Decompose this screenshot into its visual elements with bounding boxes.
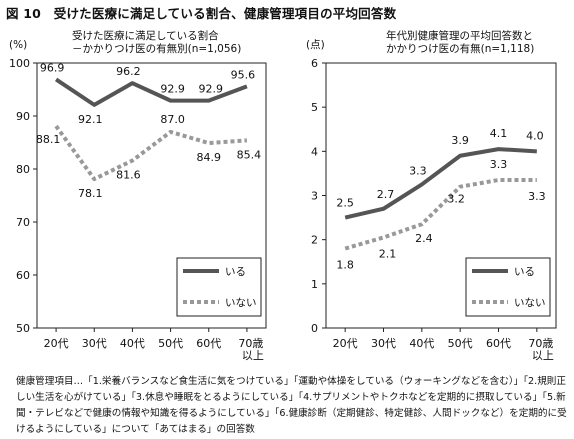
data-label: 3.3 [409,164,427,177]
series-line-inai [344,178,537,251]
series-line-iru [54,77,248,107]
data-label: 81.6 [116,169,141,182]
x-tick-label: 30代 [371,337,396,350]
x-tick-label: 20代 [44,337,69,350]
y-tick-label: 6 [311,57,318,70]
data-label: 92.9 [160,83,185,96]
data-label: 88.1 [36,133,61,146]
caption: 健康管理項目…「1.栄養バランスなど食生活に気をつけている」「運動や体操をしてい… [16,376,567,435]
data-label: 4.0 [526,129,544,142]
y-tick-label: 80 [16,163,30,176]
legend-label: いない [514,297,546,309]
data-label: 2.5 [336,197,354,210]
y-tick-label: 3 [311,190,318,203]
data-label: 78.1 [78,187,103,200]
chart-subtitle: かかりつけ医の有無(n=1,118) [386,42,534,55]
x-tick-label: 40代 [409,337,434,350]
data-label: 2.4 [415,232,433,245]
data-label: 96.9 [40,61,65,74]
data-label: 84.9 [197,151,222,164]
data-label: 2.1 [379,247,397,260]
figure-title: 図 10 受けた医療に満足している割合、健康管理項目の平均回答数 [6,6,397,21]
x-tick-label: 40代 [120,337,145,350]
x-tick-label: 70歳以上 [238,337,264,362]
y-tick-label: 50 [16,322,30,335]
data-label: 3.2 [447,193,465,206]
y-tick-label: 5 [311,101,318,114]
y-axis-label: (点) [306,39,325,51]
chart-1: 受けた医療に満足している割合－かかりつけ医の有無別(n=1,056) (%) 50 6… [9,29,267,362]
data-label: 3.3 [490,158,508,171]
y-axis-label: (%) [9,39,27,51]
data-label: 92.9 [199,83,224,96]
y-tick-label: 1 [311,278,318,291]
y-tick-label: 0 [311,322,318,335]
data-label: 95.6 [231,68,256,81]
chart-title: 受けた医療に満足している割合 [72,29,219,42]
legend-box [176,257,262,317]
data-label: 3.3 [528,190,546,203]
y-tick-label: 100 [9,57,30,70]
y-tick-label: 2 [311,234,318,247]
x-tick-label: 30代 [82,337,107,350]
data-label: 87.0 [160,113,185,126]
x-tick-label: 60代 [486,337,511,350]
x-tick-label: 70歳以上 [528,337,554,362]
x-tick-label: 50代 [448,337,473,350]
data-label: 92.1 [78,113,103,126]
data-label: 1.8 [336,259,354,272]
data-label: 85.4 [237,148,262,161]
chart-title: 年代別健康管理の平均回答数と [386,29,533,42]
data-label: 4.1 [490,127,508,140]
legend-label: いる [225,266,246,278]
x-tick-label: 20代 [333,337,358,350]
chart-subtitle: －かかりつけ医の有無別(n=1,056) [72,42,241,55]
plot-frame [36,62,267,329]
series-line-iru [344,147,537,220]
y-tick-label: 70 [16,216,30,229]
x-tick-label: 60代 [196,337,221,350]
x-tick-label: 50代 [158,337,183,350]
data-label: 3.9 [451,134,469,147]
y-tick-label: 60 [16,269,30,282]
legend-label: いる [514,266,535,278]
y-tick-label: 90 [16,110,30,123]
legend-label: いない [225,297,257,309]
y-tick-label: 4 [311,145,318,158]
data-label: 2.7 [377,188,395,201]
legend-box [465,257,551,317]
data-label: 96.2 [116,65,141,78]
